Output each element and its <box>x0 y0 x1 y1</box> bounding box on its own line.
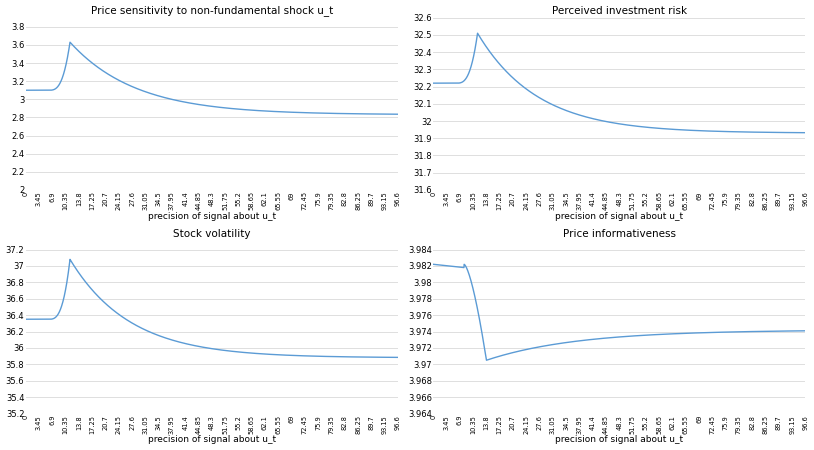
Title: Price informativeness: Price informativeness <box>562 229 676 239</box>
Title: Perceived investment risk: Perceived investment risk <box>552 5 687 16</box>
Title: Stock volatility: Stock volatility <box>173 229 251 239</box>
Title: Price sensitivity to non-fundamental shock u_t: Price sensitivity to non-fundamental sho… <box>90 5 333 17</box>
X-axis label: precision of signal about u_t: precision of signal about u_t <box>555 212 684 221</box>
X-axis label: precision of signal about u_t: precision of signal about u_t <box>147 212 276 221</box>
X-axis label: precision of signal about u_t: precision of signal about u_t <box>147 436 276 445</box>
X-axis label: precision of signal about u_t: precision of signal about u_t <box>555 436 684 445</box>
